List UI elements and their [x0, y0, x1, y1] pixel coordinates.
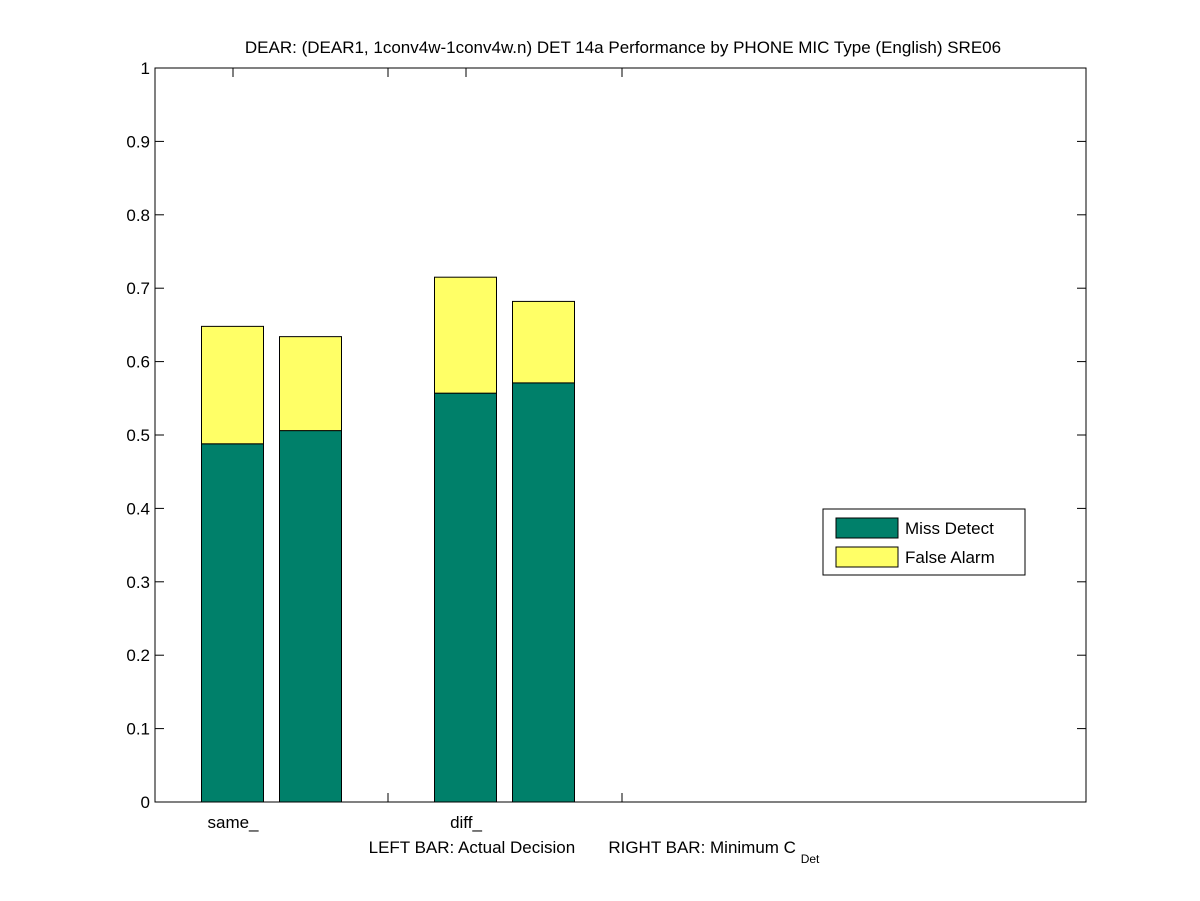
plot-area: 0 0.1 0.2 0.3 0.4 0.5 0.6 0.7 0.8 0.9 1 same_ diff_	[126, 59, 1087, 832]
bar-miss-detect	[279, 430, 342, 803]
x-tick-label: diff_	[450, 813, 482, 832]
y-tick-label: 0.2	[126, 646, 150, 665]
y-tick-label: 0.3	[126, 573, 150, 592]
x-tick-label: same_	[207, 813, 259, 832]
y-tick-label: 0.5	[126, 426, 150, 445]
x-axis-label-subscript: Det	[801, 852, 820, 866]
bar-false-alarm	[201, 325, 264, 445]
legend-swatch	[835, 546, 899, 568]
bar-miss-detect	[512, 382, 575, 803]
legend: Miss Detect False Alarm	[822, 508, 1026, 576]
bar-false-alarm	[279, 336, 342, 432]
bar-miss-detect	[434, 392, 497, 803]
x-axis-label-right: RIGHT BAR: Minimum C	[608, 838, 796, 857]
bar-miss-detect	[201, 443, 264, 803]
x-axis-label-gap	[580, 838, 604, 857]
y-tick-label: 1	[141, 59, 150, 78]
bar-false-alarm	[434, 276, 497, 394]
bar-false-alarm	[512, 300, 575, 384]
y-tick-label: 0.8	[126, 206, 150, 225]
legend-swatch	[835, 517, 899, 539]
y-tick-label: 0.7	[126, 279, 150, 298]
chart-title: DEAR: (DEAR1, 1conv4w-1conv4w.n) DET 14a…	[245, 38, 1001, 57]
y-tick-label: 0.9	[126, 132, 150, 151]
x-axis-label-left: LEFT BAR: Actual Decision	[369, 838, 576, 857]
y-tick-label: 0	[141, 793, 150, 812]
legend-label: Miss Detect	[905, 519, 994, 538]
x-axis-label: LEFT BAR: Actual Decision RIGHT BAR: Min…	[369, 838, 820, 866]
y-tick-label: 0.6	[126, 353, 150, 372]
legend-label: False Alarm	[905, 548, 995, 567]
y-tick-label: 0.1	[126, 720, 150, 739]
y-tick-label: 0.4	[126, 499, 150, 518]
